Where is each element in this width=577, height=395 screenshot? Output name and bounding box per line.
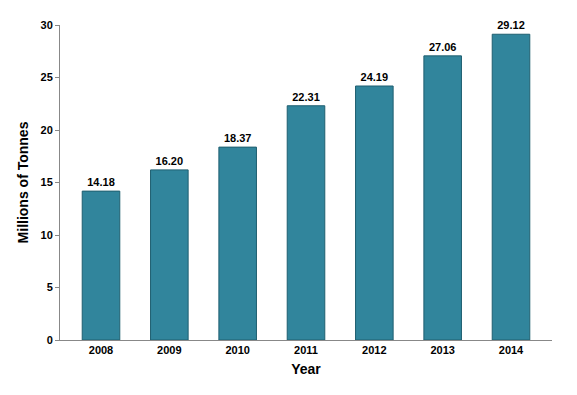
svg-text:2009: 2009 bbox=[157, 344, 181, 356]
svg-text:14.18: 14.18 bbox=[87, 176, 115, 188]
svg-text:5: 5 bbox=[47, 281, 53, 293]
svg-text:2013: 2013 bbox=[430, 344, 454, 356]
svg-text:Millions of Tonnes: Millions of Tonnes bbox=[15, 121, 31, 243]
svg-text:22.31: 22.31 bbox=[292, 91, 320, 103]
svg-text:20: 20 bbox=[41, 124, 53, 136]
svg-text:2010: 2010 bbox=[225, 344, 249, 356]
svg-text:18.37: 18.37 bbox=[224, 132, 252, 144]
svg-text:0: 0 bbox=[47, 334, 53, 346]
svg-text:24.19: 24.19 bbox=[361, 71, 389, 83]
svg-text:29.12: 29.12 bbox=[497, 19, 525, 31]
svg-text:30: 30 bbox=[41, 19, 53, 31]
svg-text:2014: 2014 bbox=[499, 344, 524, 356]
svg-text:2012: 2012 bbox=[362, 344, 386, 356]
svg-text:16.20: 16.20 bbox=[156, 155, 184, 167]
svg-text:25: 25 bbox=[41, 71, 53, 83]
svg-text:2011: 2011 bbox=[294, 344, 318, 356]
svg-text:15: 15 bbox=[41, 176, 53, 188]
svg-text:27.06: 27.06 bbox=[429, 41, 457, 53]
svg-text:10: 10 bbox=[41, 229, 53, 241]
svg-text:Year: Year bbox=[291, 361, 321, 377]
svg-text:2008: 2008 bbox=[89, 344, 113, 356]
